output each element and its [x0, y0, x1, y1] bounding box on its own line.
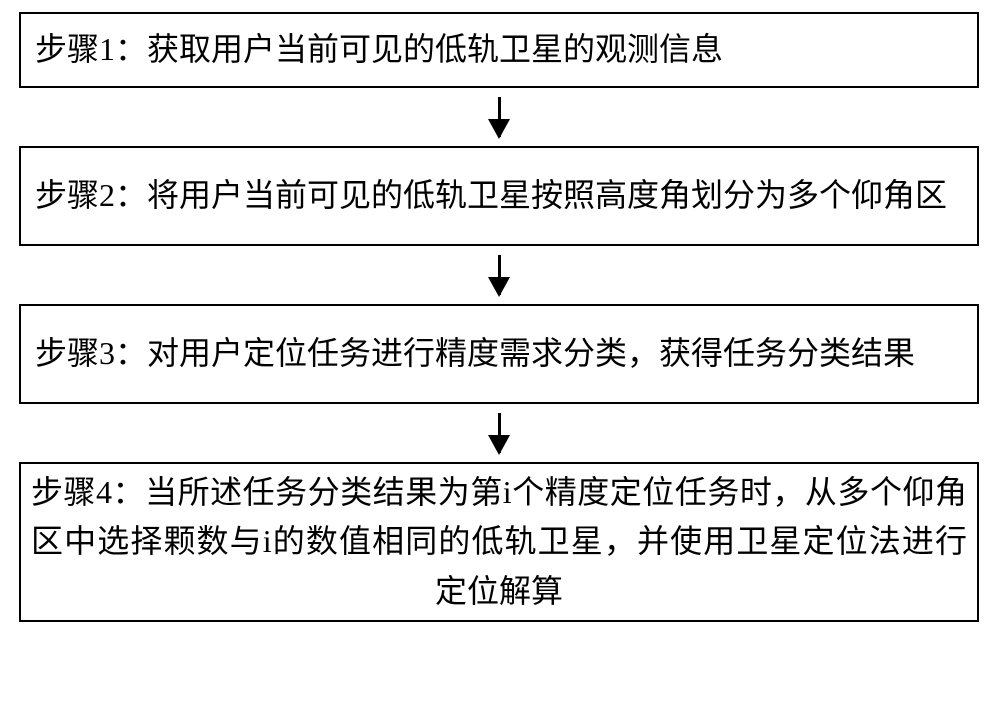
- arrow-down-icon: [498, 97, 501, 137]
- arrow-down-icon: [498, 255, 501, 295]
- step-box-2: 步骤2：将用户当前可见的低轨卫星按照高度角划分为多个仰角区: [19, 146, 979, 246]
- step-2-text: 步骤2：将用户当前可见的低轨卫星按照高度角划分为多个仰角区: [35, 171, 947, 221]
- step-box-3: 步骤3：对用户定位任务进行精度需求分类，获得任务分类结果: [19, 304, 979, 404]
- arrow-1-2: [498, 88, 501, 146]
- arrow-3-4: [498, 404, 501, 462]
- step-3-text: 步骤3：对用户定位任务进行精度需求分类，获得任务分类结果: [35, 329, 915, 379]
- flowchart-container: 步骤1：获取用户当前可见的低轨卫星的观测信息 步骤2：将用户当前可见的低轨卫星按…: [16, 12, 982, 622]
- step-4-text: 步骤4：当所述任务分类结果为第i个精度定位任务时，从多个仰角区中选择颗数与i的数…: [31, 468, 967, 617]
- step-box-4: 步骤4：当所述任务分类结果为第i个精度定位任务时，从多个仰角区中选择颗数与i的数…: [19, 462, 979, 622]
- arrow-down-icon: [498, 413, 501, 453]
- arrow-2-3: [498, 246, 501, 304]
- step-1-text: 步骤1：获取用户当前可见的低轨卫星的观测信息: [35, 25, 723, 75]
- step-box-1: 步骤1：获取用户当前可见的低轨卫星的观测信息: [19, 12, 979, 88]
